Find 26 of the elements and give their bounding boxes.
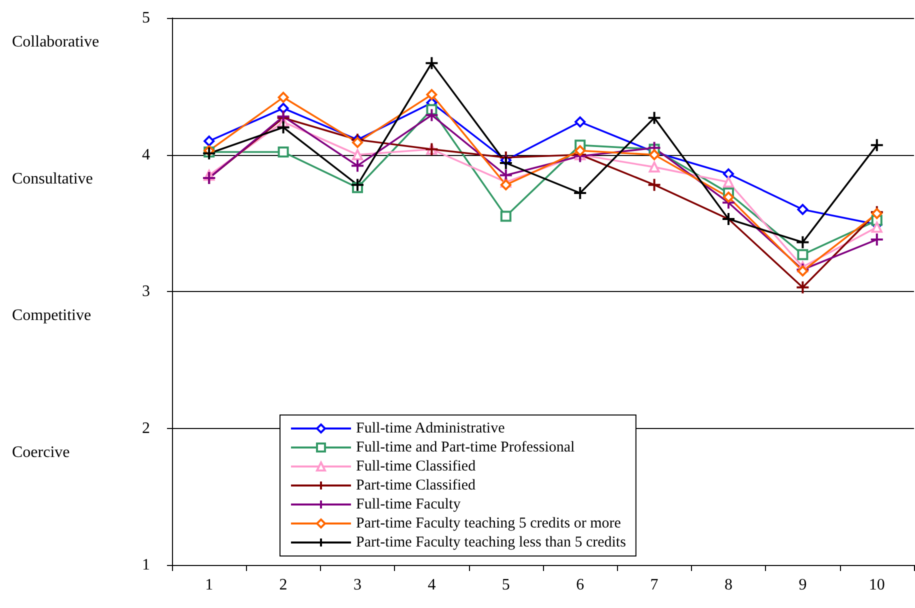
text: Consultative [12,170,93,188]
y-tick-label: 5 [142,10,150,26]
x-tick-label: 10 [868,576,885,594]
text: Competitive [12,307,92,324]
legend-label: Full-time Administrative [356,420,506,436]
x-tick-label: 3 [354,576,362,594]
legend-label: Full-time Faculty [356,496,462,512]
legend-label: Full-time Classified [356,458,476,474]
x-tick-label: 7 [650,576,658,594]
x-tick-label: 8 [724,576,732,594]
y-tick-label: 1 [142,556,150,574]
x-tick-label: 6 [576,576,584,594]
legend-label: Part-time Classified [356,478,476,494]
legend-label: Full-time and Part-time Professional [356,440,575,456]
x-tick-label: 9 [798,576,807,594]
x-tick-label: 2 [279,576,288,594]
text: Coercive [12,444,70,461]
legend-label: Part-time Faculty teaching less than 5 credits [356,534,626,550]
x-tick-label: 4 [428,576,436,594]
y-tick-label: 4 [142,146,150,164]
y-tick-label: 3 [142,283,150,300]
y-tick-label: 2 [142,420,150,437]
x-tick-label: 5 [502,576,510,594]
x-tick-label: 1 [205,576,214,594]
legend-label: Part-time Faculty teaching 5 credits or more [356,516,622,532]
text: Collaborative [12,34,100,50]
